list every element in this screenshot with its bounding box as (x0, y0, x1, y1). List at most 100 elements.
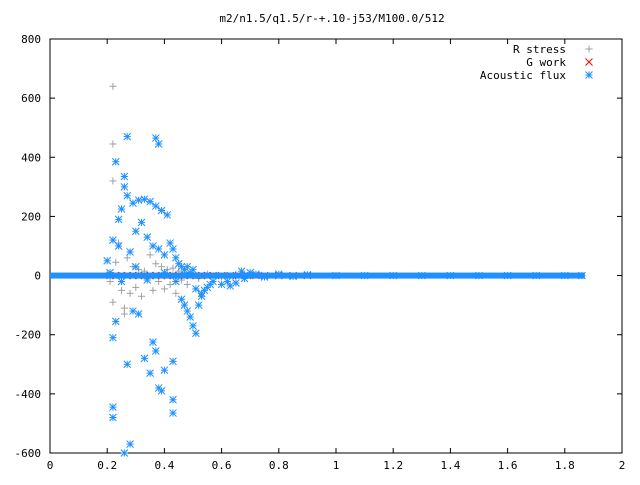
data-point (154, 140, 163, 148)
data-point (169, 264, 177, 272)
x-tick-label: 1.4 (440, 459, 460, 472)
data-point (166, 239, 174, 247)
x-tick-label: 0.4 (154, 459, 174, 472)
data-point (120, 449, 129, 457)
data-point (183, 280, 191, 288)
data-point (197, 292, 206, 301)
data-point (503, 271, 512, 280)
data-point (109, 298, 117, 306)
data-point (260, 273, 269, 281)
data-point (109, 177, 117, 185)
data-point (140, 354, 149, 363)
data-point (157, 387, 166, 395)
data-point (192, 285, 200, 293)
data-point (151, 202, 160, 210)
legend-label: G work (526, 56, 566, 69)
data-point (169, 245, 177, 253)
x-tick-label: 1.8 (555, 459, 575, 472)
data-point (106, 268, 114, 277)
data-point (123, 254, 131, 262)
data-point (160, 251, 169, 259)
data-point (189, 321, 197, 330)
data-point (109, 140, 117, 148)
data-point (131, 262, 140, 271)
y-tick-label: -400 (15, 388, 42, 401)
data-point (194, 301, 203, 309)
y-tick-label: -200 (15, 329, 42, 342)
data-point (152, 260, 160, 268)
data-point (109, 413, 117, 422)
data-point (146, 369, 154, 378)
x-tick-label: 0 (47, 459, 54, 472)
plot-frame (49, 38, 623, 454)
data-point (146, 251, 154, 259)
data-point (114, 242, 123, 250)
data-point (155, 277, 163, 285)
data-point (232, 279, 240, 287)
data-point (163, 211, 172, 219)
data-point (109, 82, 117, 90)
data-point (157, 206, 166, 215)
data-point (114, 215, 123, 224)
series-acoustic-flux (50, 132, 586, 457)
data-point (192, 329, 200, 338)
data-point (171, 253, 180, 262)
data-point (149, 286, 157, 294)
data-point (289, 272, 297, 281)
data-point (117, 205, 126, 213)
data-point (117, 277, 126, 286)
data-point (475, 271, 483, 280)
data-point (169, 409, 177, 417)
y-tick-label: 600 (21, 92, 41, 105)
data-point (123, 360, 132, 369)
data-point (106, 277, 114, 285)
chart-marks (50, 82, 586, 457)
data-point (560, 271, 569, 280)
data-point (126, 248, 134, 256)
axis-ticks: 0 0.2 0.4 0.6 0.8 1 1.2 1.4 1.6 1.8 2 -600 -400 -200 0… (15, 33, 626, 472)
legend-marker (585, 45, 593, 53)
legend-marker (585, 71, 593, 79)
data-point (360, 271, 369, 280)
data-point (126, 289, 134, 297)
data-point (149, 338, 157, 346)
data-point (134, 310, 143, 318)
data-point (446, 271, 455, 280)
data-point (151, 347, 160, 355)
x-tick-label: 0.8 (269, 459, 289, 472)
data-point (237, 267, 246, 275)
data-point (143, 233, 152, 241)
data-point (169, 357, 177, 366)
x-tick-label: 1 (333, 459, 340, 472)
data-point (532, 271, 541, 280)
data-point (217, 280, 226, 289)
data-point (132, 283, 140, 291)
x-tick-label: 0.6 (212, 459, 232, 472)
data-point (158, 263, 166, 271)
chart-title: m2/n1.5/q1.5/r-+.10-j53/M100.0/512 (219, 12, 444, 25)
data-point (109, 333, 117, 342)
data-point (103, 256, 112, 265)
data-point (252, 270, 260, 278)
data-point (206, 280, 215, 289)
data-point (223, 277, 232, 286)
series-band (50, 272, 585, 279)
data-point (417, 271, 426, 280)
data-point (389, 271, 398, 280)
data-point (120, 310, 128, 318)
x-tick-label: 1.2 (383, 459, 403, 472)
legend-marker (585, 58, 593, 66)
data-point (578, 271, 586, 280)
y-tick-label: 0 (34, 270, 41, 283)
data-point (172, 289, 180, 297)
data-point (160, 285, 168, 293)
data-point (177, 295, 186, 304)
data-point (112, 258, 120, 266)
data-point (120, 183, 129, 191)
data-point (137, 218, 146, 227)
data-point (180, 301, 189, 309)
data-point (131, 227, 140, 236)
data-point (160, 268, 169, 277)
